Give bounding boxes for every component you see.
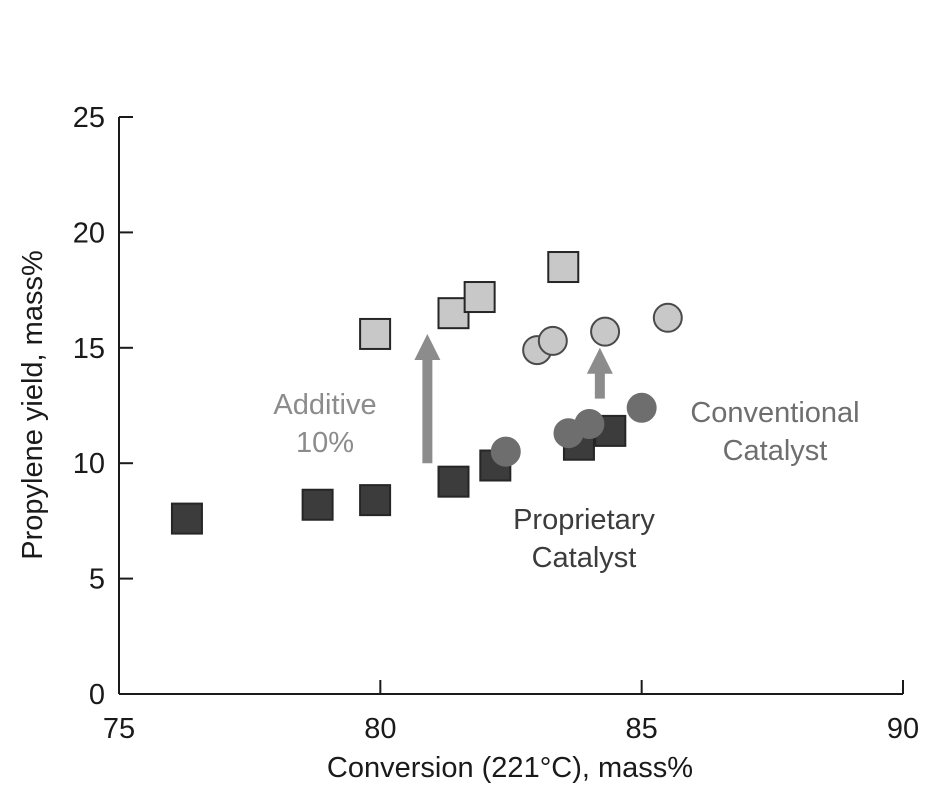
proprietary-label: Proprietary [513, 504, 655, 536]
square-point [359, 484, 392, 517]
data-points [170, 251, 683, 535]
arrows [414, 333, 613, 464]
square-point [437, 465, 470, 498]
y-tick-label: 10 [73, 448, 105, 480]
additive-arrow-large [414, 333, 441, 464]
y-tick-label: 15 [73, 333, 105, 365]
circle-point [574, 408, 605, 439]
y-tick-label: 20 [73, 217, 105, 249]
x-tick-label: 85 [626, 713, 658, 745]
proprietary-label: Catalyst [532, 542, 637, 574]
x-axis-title: Conversion (221°C), mass% [327, 752, 693, 784]
square-point [437, 297, 470, 330]
square-point [547, 251, 580, 284]
x-tick-label: 90 [887, 713, 919, 745]
circle-point [626, 392, 657, 423]
additive-label: 10% [296, 427, 354, 459]
conventional-label: Catalyst [723, 435, 828, 467]
y-tick-label: 25 [73, 102, 105, 134]
circle-point [652, 302, 683, 333]
y-tick-label: 0 [89, 679, 105, 711]
y-tick-label: 5 [89, 564, 105, 596]
additive-label: Additive [273, 389, 376, 421]
y-axis-title: Propylene yield, mass% [17, 250, 49, 559]
circle-point [590, 316, 621, 347]
x-tick-label: 80 [364, 713, 396, 745]
square-point [170, 502, 203, 535]
circle-point [537, 325, 568, 356]
square-point [463, 281, 496, 314]
square-point [359, 317, 392, 350]
circle-point [490, 436, 521, 467]
annotations: Additive 10% Conventional Catalyst Proprieta… [273, 389, 859, 574]
conventional-label: Conventional [690, 397, 859, 429]
square-point [301, 488, 334, 521]
additive-arrow-small [586, 347, 613, 399]
axes: 0 5 10 15 20 25 75 80 85 90 [73, 102, 919, 745]
x-tick-label: 75 [103, 713, 135, 745]
